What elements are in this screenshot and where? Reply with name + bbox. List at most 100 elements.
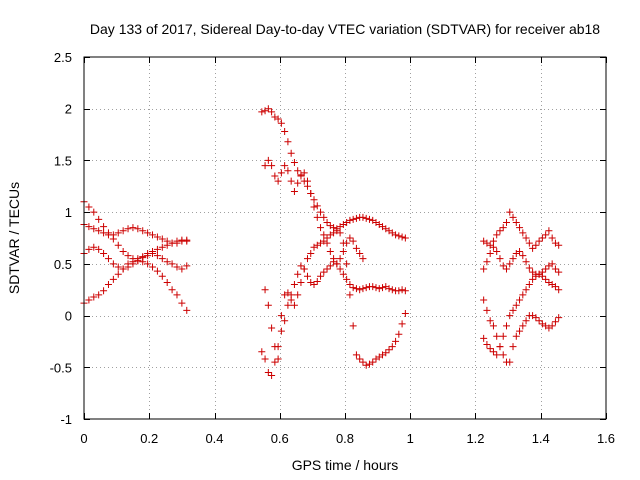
data-point-sat-g <box>343 275 351 283</box>
data-point-sat-h <box>277 312 285 320</box>
y-tick-label: -1 <box>60 412 72 427</box>
data-point-sat-c <box>153 233 161 241</box>
data-point-sat-b <box>104 281 112 289</box>
data-point-sat-c <box>114 229 122 237</box>
data-point-sat-d <box>173 263 181 271</box>
data-point-sat-g <box>362 284 370 292</box>
data-point-sat-i <box>506 208 514 216</box>
data-point-sat-g <box>336 265 344 273</box>
data-point-sat-j <box>502 265 510 273</box>
data-point-sat-k <box>529 275 537 283</box>
data-point-sat-c <box>95 227 103 235</box>
data-point-sat-g <box>264 368 272 376</box>
data-point-sat-d <box>129 260 137 268</box>
data-point-sat-d <box>95 245 103 253</box>
data-point-sat-c <box>163 237 171 245</box>
data-point-sat-j <box>516 247 524 255</box>
data-point-sat-d <box>124 263 132 271</box>
data-point-sat-k <box>551 283 559 291</box>
chart-title: Day 133 of 2017, Sidereal Day-to-day VTE… <box>90 21 600 37</box>
data-point-sat-l <box>506 358 514 366</box>
data-point-sat-g <box>385 285 393 293</box>
data-point-sat-l <box>532 314 540 322</box>
data-point-sat-i <box>512 218 520 226</box>
data-point-sat-l <box>496 343 504 351</box>
data-point-sat-a <box>114 241 122 249</box>
data-point-sat-f <box>349 237 357 245</box>
data-point-sat-h <box>274 355 282 363</box>
data-point-sat-c <box>124 225 132 233</box>
data-point-sat-a <box>100 223 108 231</box>
data-point-sat-l <box>519 322 527 330</box>
x-tick-label: 1.4 <box>532 431 550 446</box>
data-point-sat-e <box>323 218 331 226</box>
data-point-sat-a <box>144 260 152 268</box>
data-point-sat-k <box>502 322 510 330</box>
data-point-sat-i <box>516 224 524 232</box>
data-point-sat-b <box>95 291 103 299</box>
data-point-sat-e <box>281 127 289 135</box>
data-point-sat-g <box>284 301 292 309</box>
data-point-sat-g <box>372 284 380 292</box>
data-point-sat-j <box>525 264 533 272</box>
data-point-sat-c <box>173 239 181 247</box>
data-point-sat-d <box>85 245 93 253</box>
data-point-sat-g <box>290 281 298 289</box>
x-tick-label: 1 <box>407 431 414 446</box>
data-point-sat-j <box>509 255 517 263</box>
data-point-sat-a <box>183 306 191 314</box>
data-point-sat-g <box>349 284 357 292</box>
data-point-sat-c <box>144 229 152 237</box>
data-point-sat-h <box>343 260 351 268</box>
data-point-sat-f <box>294 179 302 187</box>
data-point-sat-b <box>158 243 166 251</box>
data-point-sat-i <box>548 234 556 242</box>
data-point-sat-g <box>297 262 305 270</box>
data-point-sat-j <box>499 262 507 270</box>
data-point-sat-d <box>109 260 117 268</box>
data-point-sat-h <box>349 322 357 330</box>
data-point-sat-g <box>277 327 285 335</box>
data-point-sat-g <box>320 268 328 276</box>
data-point-sat-g <box>359 285 367 293</box>
data-point-sat-h <box>323 234 331 242</box>
data-point-sat-b <box>90 293 98 301</box>
y-tick-label: 2.5 <box>54 50 72 65</box>
data-point-sat-f <box>303 177 311 185</box>
data-point-sat-l <box>493 332 501 340</box>
data-point-sat-e <box>365 215 373 223</box>
data-point-sat-h <box>395 330 403 338</box>
data-point-sat-j <box>519 252 527 260</box>
data-point-sat-e <box>310 196 318 204</box>
data-point-sat-l <box>512 332 520 340</box>
data-point-sat-f <box>284 167 292 175</box>
y-tick-label: 2 <box>65 102 72 117</box>
data-point-sat-j <box>489 243 497 251</box>
data-point-sat-b <box>100 287 108 295</box>
data-point-sat-h <box>300 265 308 273</box>
data-point-sat-h <box>290 301 298 309</box>
data-point-sat-j <box>542 265 550 273</box>
data-point-sat-f <box>320 231 328 239</box>
data-point-sat-a <box>124 252 132 260</box>
x-tick-labels: 0 0.2 0.4 0.6 0.8 1 1.2 1.4 1.6 <box>80 431 615 446</box>
data-point-sat-b <box>114 270 122 278</box>
data-point-sat-i <box>525 239 533 247</box>
data-point-sat-i <box>542 231 550 239</box>
data-point-sat-d <box>178 265 186 273</box>
x-tick-label: 0.4 <box>205 431 223 446</box>
data-point-sat-c <box>149 231 157 239</box>
data-point-sat-i <box>555 241 563 249</box>
data-point-sat-k <box>542 275 550 283</box>
data-point-sat-l <box>509 343 517 351</box>
plot-frame <box>83 56 607 420</box>
data-point-sat-l <box>551 318 559 326</box>
data-point-sat-i <box>538 234 546 242</box>
data-point-sat-e <box>287 149 295 157</box>
y-tick-labels: -1 -0.5 0 0.5 1 1.5 2 2.5 <box>50 50 72 427</box>
data-point-sat-f <box>307 190 315 198</box>
data-point-sat-i <box>502 218 510 226</box>
data-point-sat-a <box>85 203 93 211</box>
data-point-sat-j <box>522 258 530 266</box>
